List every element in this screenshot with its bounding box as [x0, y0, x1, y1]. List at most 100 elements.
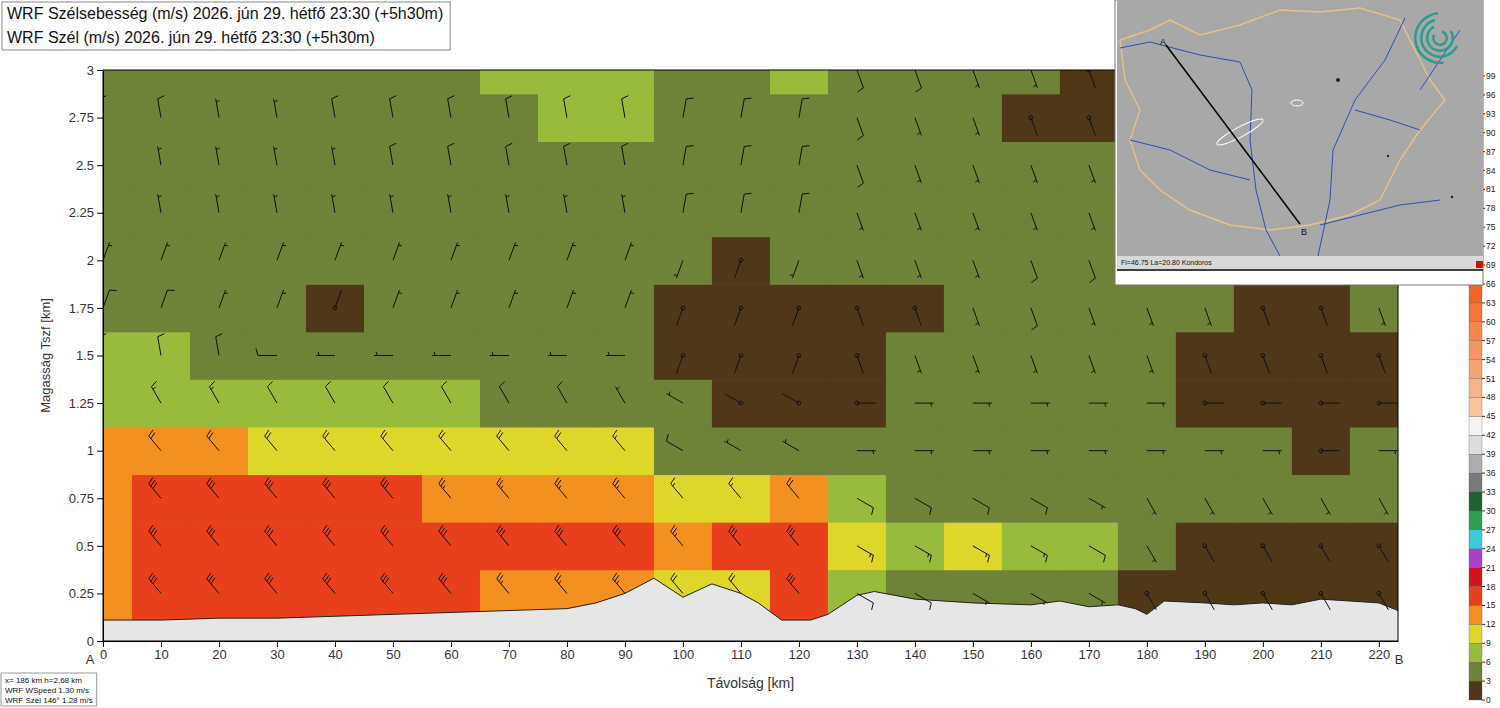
speed-cell — [364, 284, 423, 332]
wind-barb — [267, 381, 277, 403]
wind-barb — [103, 290, 117, 308]
speed-cell — [103, 379, 133, 427]
speed-cell — [190, 522, 249, 570]
speed-cell — [944, 284, 1003, 332]
y-tick: 1.75 — [69, 301, 103, 316]
speed-cell — [654, 94, 713, 142]
y-tick: 0.25 — [69, 586, 103, 601]
y-tick-label: 0 — [87, 634, 94, 649]
speed-cell — [1060, 427, 1119, 475]
y-tick-label: 1.5 — [76, 348, 94, 363]
colorbar-tick-label: 51 — [1486, 374, 1496, 384]
wind-barb — [381, 430, 393, 451]
y-tick-label: 1.75 — [69, 301, 94, 316]
wind-barb — [256, 349, 277, 356]
wind-barb — [1319, 401, 1340, 405]
speed-cell — [248, 141, 307, 189]
info-line: x= 186 km h=2.68 km — [5, 676, 82, 685]
speed-cell — [103, 522, 133, 570]
wind-barb — [973, 403, 992, 407]
wind-barb — [506, 96, 513, 118]
wind-barb — [509, 290, 518, 308]
colorbar-bin — [1469, 284, 1482, 303]
wind-barb — [323, 478, 335, 499]
wind-barb — [915, 356, 921, 374]
y-tick-label: 2.5 — [76, 158, 94, 173]
wind-barb — [613, 430, 625, 451]
wind-barb — [439, 573, 451, 594]
speed-cell — [828, 522, 887, 570]
speed-cell — [1060, 237, 1119, 285]
x-tick: 70 — [502, 641, 516, 662]
speed-cell — [422, 94, 481, 142]
wind-barb — [564, 194, 568, 213]
colorbar-tick-label: 36 — [1486, 468, 1496, 478]
speed-cell — [1118, 379, 1177, 427]
speed-cell — [1002, 522, 1061, 570]
speed-cell — [770, 70, 829, 94]
wind-barb — [265, 430, 277, 451]
speed-cell — [422, 522, 481, 570]
speed-cell — [480, 70, 539, 94]
wind-barb — [1263, 498, 1273, 514]
x-tick-mark — [1089, 641, 1090, 647]
wind-barb — [383, 381, 393, 403]
x-tick-mark — [103, 641, 104, 647]
wind-barb — [1261, 354, 1269, 374]
wind-barb — [103, 242, 112, 260]
speed-cell — [1350, 332, 1398, 380]
wind-barb — [1089, 451, 1108, 455]
wind-barb — [1147, 451, 1166, 455]
speed-cell — [596, 237, 655, 285]
x-tick: 60 — [444, 641, 458, 662]
wind-barb — [915, 546, 931, 563]
wind-barb — [149, 478, 161, 499]
x-tick-label: 30 — [270, 647, 284, 662]
wind-barb — [490, 352, 509, 356]
speed-cell — [1002, 189, 1061, 237]
x-tick-label: 90 — [618, 647, 632, 662]
wind-barb — [613, 525, 625, 546]
wind-barb — [855, 306, 863, 326]
y-tick-label: 1.25 — [69, 396, 94, 411]
wind-barb — [207, 430, 219, 451]
speed-cell — [1060, 189, 1119, 237]
wind-barb — [782, 394, 800, 406]
wind-barb — [548, 352, 567, 356]
x-tick: 170 — [1079, 641, 1101, 662]
colorbar-tick — [1482, 700, 1485, 701]
x-tick: 190 — [1195, 641, 1217, 662]
y-tick-mark — [97, 118, 103, 119]
wind-barb — [497, 430, 509, 451]
x-tick-mark — [915, 641, 916, 647]
speed-cell — [480, 141, 539, 189]
speed-cell — [1292, 284, 1351, 332]
wind-barb — [666, 392, 682, 403]
x-tick-mark — [277, 641, 278, 647]
colorbar-tick — [1482, 586, 1485, 587]
x-tick-mark — [1379, 641, 1380, 647]
speed-cell — [1002, 379, 1061, 427]
wind-barb — [265, 525, 277, 546]
y-tick: 0 — [87, 634, 103, 649]
wind-barb — [393, 242, 402, 260]
speed-cell — [944, 237, 1003, 285]
wind-barb — [149, 430, 161, 451]
wind-barb — [499, 381, 509, 403]
colorbar-tick-label: 24 — [1486, 544, 1496, 554]
wind-barb — [1031, 213, 1037, 231]
x-tick-label: 60 — [444, 647, 458, 662]
colorbar-tick-label: 3 — [1486, 676, 1491, 686]
section-end-label: B — [1395, 652, 1404, 667]
y-tick-label: 0.5 — [76, 538, 94, 553]
wind-barb — [390, 194, 394, 213]
wind-barb — [1319, 449, 1340, 453]
speed-cell — [538, 379, 597, 427]
colorbar-tick-label: 60 — [1486, 317, 1496, 327]
speed-cell — [306, 189, 365, 237]
wind-barb — [1379, 451, 1398, 455]
speed-cell — [248, 70, 307, 94]
speed-cell — [538, 237, 597, 285]
inset-river — [1420, 30, 1460, 90]
x-tick: 30 — [270, 641, 284, 662]
